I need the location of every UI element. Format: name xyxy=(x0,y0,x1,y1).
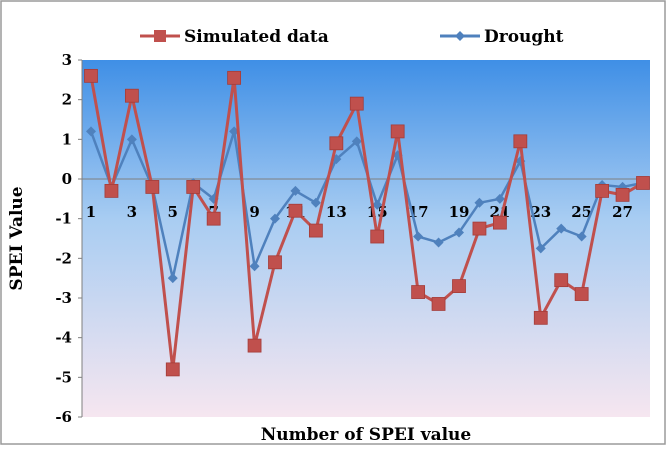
y-axis-title: SPEI Value xyxy=(7,186,27,290)
x-tick-label: 25 xyxy=(571,203,592,221)
data-point-square xyxy=(349,96,364,111)
data-point-square xyxy=(227,70,242,85)
legend-item-simulated-data: Simulated data xyxy=(140,27,329,47)
data-point-square xyxy=(615,187,630,202)
y-tick-label: -5 xyxy=(55,368,72,386)
y-tick-label: -3 xyxy=(55,289,72,307)
x-tick-label: 9 xyxy=(249,203,259,221)
data-point-diamond xyxy=(229,126,240,137)
series-simulated-data xyxy=(84,68,650,377)
series-line-simulated-data xyxy=(89,75,644,371)
data-point-square xyxy=(370,229,385,244)
data-point-square xyxy=(329,136,344,151)
y-tick-label: 2 xyxy=(62,91,72,109)
data-point-diamond xyxy=(351,136,362,147)
data-point-square xyxy=(145,180,160,194)
data-point-square xyxy=(472,221,487,236)
data-point-square xyxy=(247,338,262,353)
legend: Simulated data Drought xyxy=(140,27,564,47)
data-point-diamond xyxy=(310,197,321,208)
legend-marker-diamond xyxy=(455,31,465,41)
data-point-diamond xyxy=(126,134,137,145)
y-tick-label: 3 xyxy=(62,51,72,69)
y-tick-label: -6 xyxy=(55,408,72,426)
data-point-diamond xyxy=(494,193,505,204)
data-point-diamond xyxy=(433,237,444,248)
data-point-diamond xyxy=(454,227,464,238)
x-tick-label: 1 xyxy=(86,203,96,221)
data-point-square xyxy=(308,223,323,238)
y-tick-label: -2 xyxy=(55,249,72,267)
data-point-square xyxy=(124,88,139,103)
data-point-diamond xyxy=(556,223,567,234)
y-axis: -6 -5 -4 -3 -2 -1 0 1 2 3 xyxy=(55,51,83,426)
data-point-square xyxy=(574,287,589,301)
data-point-square xyxy=(104,183,119,198)
data-point-diamond xyxy=(270,213,280,224)
data-point-square xyxy=(206,211,221,226)
data-point-square xyxy=(84,68,98,83)
data-point-square xyxy=(513,134,528,149)
data-point-diamond xyxy=(576,231,587,242)
y-tick-label: 0 xyxy=(62,170,72,188)
y-tick-label: -4 xyxy=(55,329,72,347)
data-point-diamond xyxy=(249,261,260,272)
data-point-square xyxy=(165,362,180,377)
legend-marker-square xyxy=(154,30,166,42)
x-tick-label: 19 xyxy=(449,203,470,221)
series-group xyxy=(84,68,650,377)
x-axis-title: Number of SPEI value xyxy=(261,425,472,445)
data-point-diamond xyxy=(372,199,383,210)
y-tick-label: 1 xyxy=(62,130,72,148)
x-tick-label: 5 xyxy=(168,203,178,221)
x-tick-label: 23 xyxy=(530,203,551,221)
data-point-square xyxy=(595,183,610,198)
data-point-diamond xyxy=(167,273,178,284)
x-tick-label: 13 xyxy=(326,203,347,221)
data-point-diamond xyxy=(535,243,546,254)
data-point-diamond xyxy=(413,231,424,242)
data-point-square xyxy=(492,215,507,230)
plot-area xyxy=(82,60,650,417)
x-tick-label: 27 xyxy=(612,203,633,221)
data-point-square xyxy=(186,180,201,194)
data-point-square xyxy=(268,255,282,270)
data-point-square xyxy=(288,203,303,218)
x-tick-label: 3 xyxy=(127,203,137,221)
data-point-diamond xyxy=(474,197,485,208)
data-point-square xyxy=(533,310,548,325)
data-point-square xyxy=(411,285,426,299)
data-point-square xyxy=(452,279,466,294)
legend-label: Simulated data xyxy=(184,27,329,47)
data-point-diamond xyxy=(290,185,301,196)
data-point-square xyxy=(554,273,569,288)
data-point-square xyxy=(636,176,650,190)
y-tick-label: -1 xyxy=(55,210,72,228)
data-point-diamond xyxy=(86,126,96,137)
data-point-square xyxy=(390,124,405,139)
legend-label: Drought xyxy=(484,27,564,47)
data-point-square xyxy=(431,297,446,311)
legend-item-drought: Drought xyxy=(440,27,564,47)
